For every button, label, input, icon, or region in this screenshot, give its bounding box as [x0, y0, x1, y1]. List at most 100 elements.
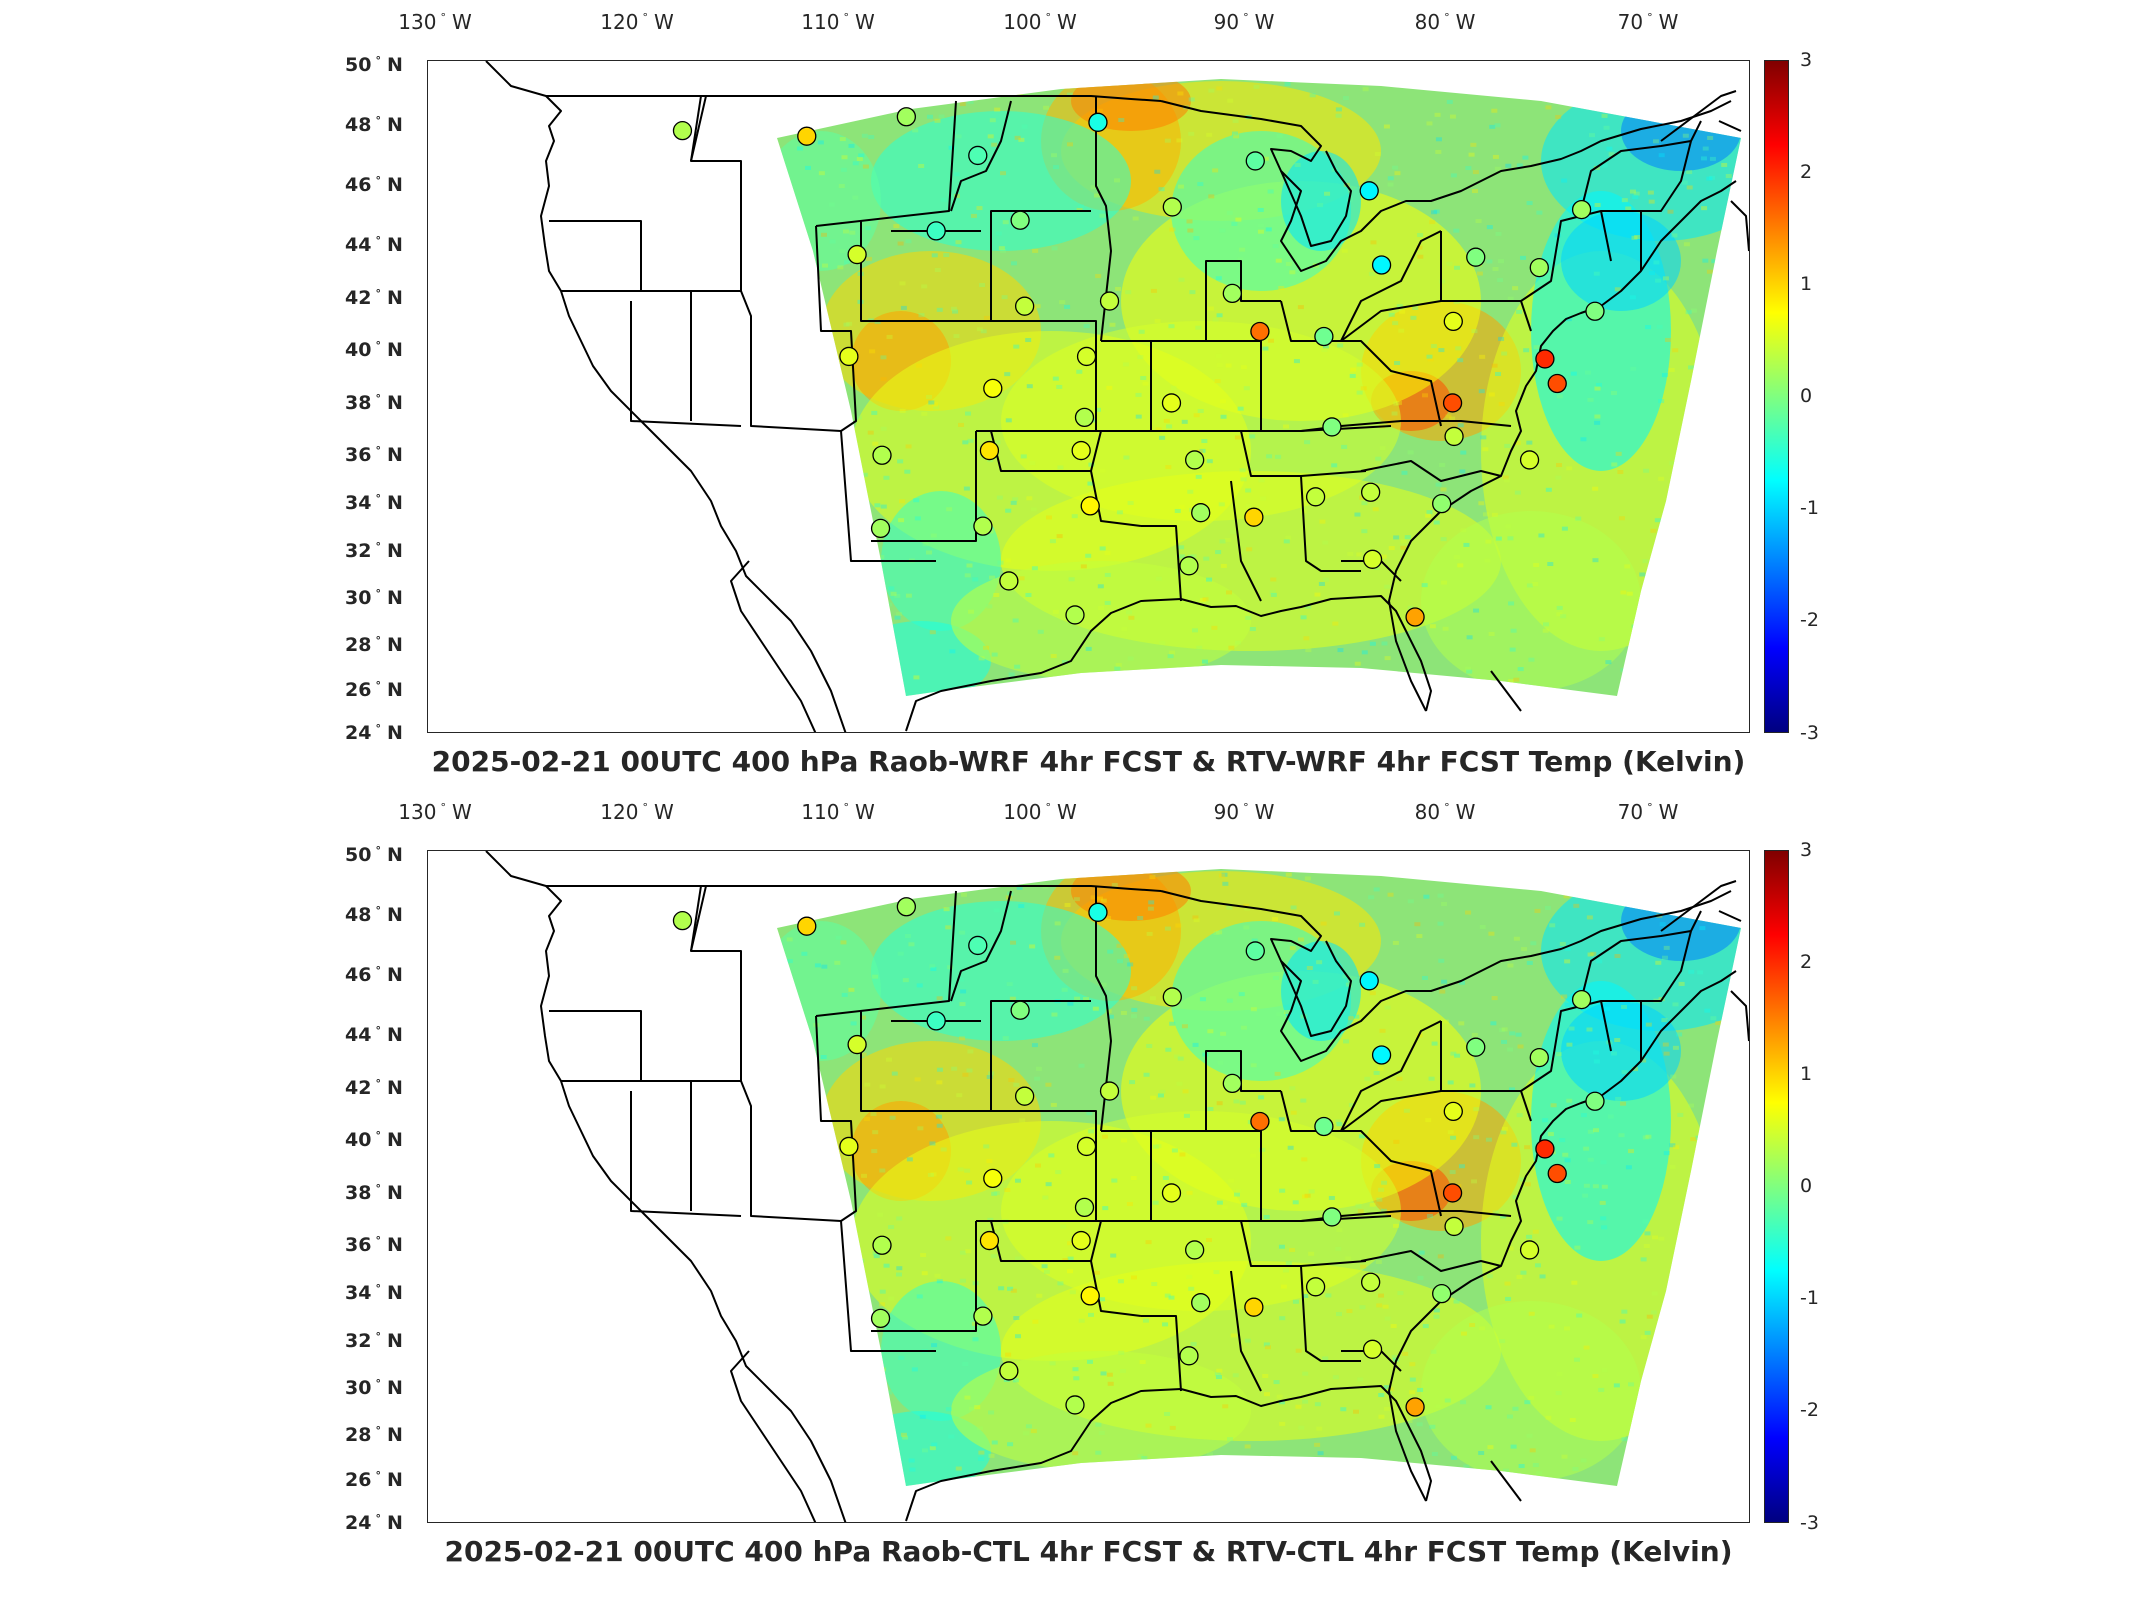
- raob-station-marker: [1444, 426, 1464, 447]
- longitude-tick-label: 100 ° W: [1003, 10, 1077, 34]
- raob-station-marker: [968, 935, 988, 956]
- raob-station-marker: [1361, 482, 1381, 502]
- raob-station-marker: [797, 916, 817, 936]
- longitude-tick-label: 130 ° W: [398, 10, 472, 34]
- raob-station-marker: [1071, 1230, 1091, 1251]
- raob-station-marker: [1359, 971, 1379, 991]
- colorbar-tick-label: 0: [1800, 385, 1813, 407]
- raob-station-marker: [1244, 507, 1264, 527]
- raob-station-marker: [1179, 556, 1199, 576]
- colorbar: [1764, 850, 1789, 1523]
- raob-station-marker: [672, 911, 693, 931]
- raob-station-marker: [1088, 902, 1108, 922]
- raob-station-marker: [1444, 1216, 1464, 1237]
- longitude-tick-label: 100 ° W: [1003, 800, 1077, 824]
- raob-station-marker: [1359, 181, 1379, 201]
- raob-station-marker: [847, 244, 867, 265]
- raob-station-marker: [1322, 1207, 1342, 1227]
- latitude-tick-label: 28 ° N: [345, 1423, 403, 1447]
- longitude-tick-label: 90 ° W: [1213, 800, 1275, 824]
- raob-station-marker: [1442, 1183, 1463, 1203]
- raob-station-marker: [1222, 283, 1242, 304]
- raob-station-marker: [1405, 607, 1425, 627]
- field-anomalies: [777, 869, 1741, 1486]
- panel-title: 2025-02-21 00UTC 400 hPa Raob-WRF 4hr FC…: [431, 745, 1746, 778]
- raob-station-marker: [1010, 1000, 1030, 1020]
- colorbar-tick-label: -1: [1800, 497, 1819, 519]
- latitude-tick-label: 26 ° N: [345, 678, 403, 702]
- raob-station-marker: [926, 221, 946, 241]
- raob-station-marker: [1161, 393, 1182, 413]
- latitude-tick-label: 32 ° N: [345, 539, 403, 563]
- latitude-tick-label: 28 ° N: [345, 633, 403, 657]
- raob-station-marker: [1162, 987, 1182, 1007]
- latitude-tick-label: 42 ° N: [345, 1076, 403, 1100]
- raob-station-marker: [1080, 496, 1100, 516]
- latitude-tick-label: 46 ° N: [345, 173, 403, 197]
- raob-station-marker: [1585, 1091, 1605, 1111]
- raob-station-marker: [1442, 393, 1463, 413]
- raob-station-marker: [1185, 450, 1205, 470]
- colorbar-tick-label: -1: [1800, 1287, 1819, 1309]
- map-svg: [485, 851, 1749, 1522]
- raob-station-marker: [999, 1361, 1019, 1381]
- latitude-tick-label: 30 ° N: [345, 586, 403, 610]
- raob-station-marker: [983, 378, 1003, 399]
- latitude-tick-label: 44 ° N: [345, 1023, 403, 1047]
- colorbar-tick-label: -2: [1800, 609, 1819, 631]
- raob-station-marker: [1305, 1277, 1326, 1297]
- raob-station-marker: [926, 1011, 946, 1031]
- latitude-tick-label: 48 ° N: [345, 113, 403, 137]
- raob-station-marker: [1585, 301, 1605, 321]
- raob-station-marker: [1076, 346, 1097, 367]
- raob-station-marker: [1361, 1272, 1381, 1292]
- raob-station-marker: [839, 346, 859, 367]
- longitude-tick-label: 80 ° W: [1414, 800, 1476, 824]
- map-svg: [485, 61, 1749, 732]
- raob-station-marker: [1191, 503, 1211, 523]
- raob-station-marker: [872, 1235, 892, 1255]
- raob-station-marker: [1571, 989, 1592, 1010]
- raob-station-marker: [870, 518, 891, 539]
- map-panel-bottom: 130 ° W 120 ° W 110 ° W 100 ° W 90 ° W 80 ° W 70 ° W 50 ° N 48 °…: [0, 790, 2133, 1580]
- raob-station-marker: [1074, 407, 1095, 428]
- raob-station-marker: [1547, 1163, 1567, 1184]
- raob-station-marker: [1529, 1047, 1549, 1068]
- raob-station-marker: [1571, 199, 1592, 220]
- colorbar-tick-label: -3: [1800, 1512, 1819, 1534]
- raob-station-marker: [870, 1308, 891, 1329]
- map-plot-area: [427, 60, 1750, 733]
- latitude-tick-label: 40 ° N: [345, 338, 403, 362]
- raob-station-marker: [1405, 1397, 1425, 1417]
- raob-station-marker: [847, 1034, 867, 1055]
- latitude-tick-label: 50 ° N: [345, 843, 403, 867]
- raob-station-marker: [999, 571, 1019, 591]
- raob-station-marker: [1519, 1240, 1540, 1260]
- raob-station-marker: [797, 126, 817, 146]
- latitude-tick-label: 32 ° N: [345, 1329, 403, 1353]
- raob-station-marker: [983, 1168, 1003, 1189]
- latitude-tick-label: 48 ° N: [345, 903, 403, 927]
- raob-station-marker: [1185, 1240, 1205, 1260]
- raob-station-marker: [1014, 296, 1035, 316]
- raob-station-marker: [672, 121, 693, 141]
- raob-station-marker: [1080, 1286, 1100, 1306]
- raob-station-marker: [1535, 1139, 1555, 1159]
- colorbar-tick-label: 0: [1800, 1175, 1813, 1197]
- raob-station-marker: [1191, 1293, 1211, 1313]
- latitude-tick-label: 24 ° N: [345, 721, 403, 745]
- latitude-tick-label: 30 ° N: [345, 1376, 403, 1400]
- raob-station-marker: [1161, 1183, 1182, 1203]
- raob-station-marker: [1099, 1081, 1120, 1101]
- raob-station-marker: [1371, 1045, 1392, 1065]
- raob-station-marker: [968, 145, 988, 166]
- raob-station-marker: [896, 107, 917, 127]
- latitude-tick-label: 46 ° N: [345, 963, 403, 987]
- colorbar-tick-label: 3: [1800, 49, 1813, 71]
- raob-station-marker: [973, 1306, 993, 1326]
- latitude-tick-label: 44 ° N: [345, 233, 403, 257]
- longitude-tick-label: 70 ° W: [1617, 800, 1679, 824]
- longitude-tick-label: 120 ° W: [600, 10, 674, 34]
- raob-station-marker: [1466, 1037, 1486, 1057]
- latitude-tick-label: 24 ° N: [345, 1511, 403, 1535]
